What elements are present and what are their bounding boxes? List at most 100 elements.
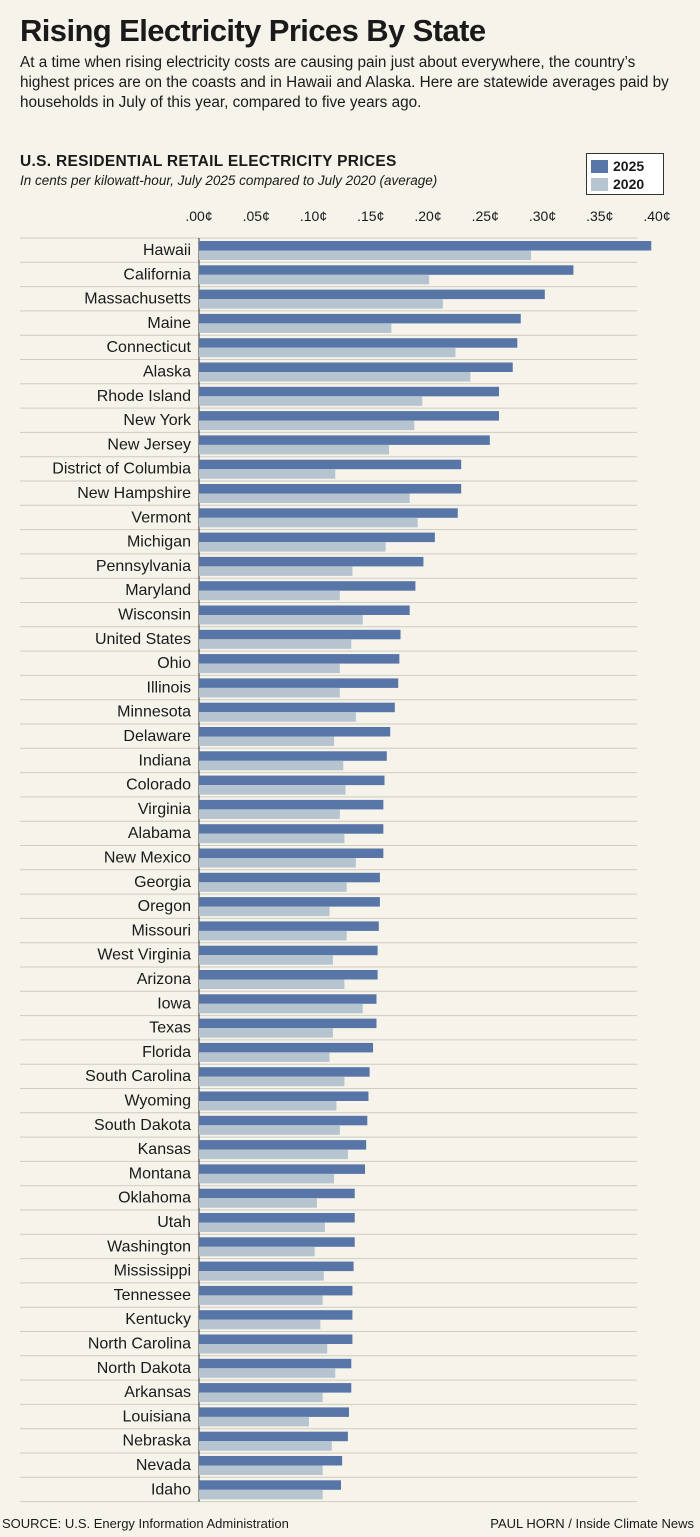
category-label: Pennsylvania — [96, 558, 191, 575]
bar-2020 — [199, 687, 340, 698]
category-label: Minnesota — [117, 704, 191, 721]
category-label: Connecticut — [107, 339, 192, 356]
bar-2025 — [199, 824, 384, 834]
bar-2020 — [199, 1295, 323, 1305]
bar-2020 — [199, 1003, 363, 1014]
bar-2025 — [199, 897, 380, 907]
bar-2025 — [199, 411, 499, 421]
category-label: Kentucky — [125, 1311, 191, 1328]
source-note: SOURCE: U.S. Energy Information Administ… — [2, 1516, 289, 1531]
bar-2025 — [199, 751, 387, 761]
x-tick-label: .20¢ — [414, 208, 441, 224]
bar-2025 — [199, 921, 379, 931]
category-label: New Mexico — [104, 850, 191, 867]
legend-swatch-2025 — [591, 159, 608, 173]
category-label: West Virginia — [97, 947, 191, 964]
bar-2020 — [199, 1441, 332, 1451]
bar-2020 — [199, 955, 333, 965]
category-label: Oklahoma — [118, 1190, 191, 1207]
x-tick-label: .25¢ — [472, 208, 499, 224]
bar-2025 — [199, 1042, 374, 1053]
category-label: Maine — [147, 315, 191, 332]
page-title: Rising Electricity Prices By State — [20, 13, 486, 48]
bar-2020 — [199, 566, 353, 576]
bar-2025 — [199, 1310, 353, 1320]
category-label: New York — [123, 412, 192, 429]
bar-2025 — [199, 532, 435, 543]
category-label: Wyoming — [124, 1093, 191, 1110]
bar-chart: .00¢ .05¢ .10¢ .15¢ .20¢ .25¢ .30¢ .35¢ .40¢ Hawa… — [20, 208, 671, 1503]
category-label: Colorado — [126, 777, 191, 794]
category-label: Michigan — [127, 534, 191, 551]
legend-item-2025: 2025 — [591, 157, 659, 175]
bar-2025 — [199, 1480, 341, 1490]
bar-2025 — [199, 678, 399, 688]
legend-label-2020: 2020 — [613, 176, 645, 192]
bar-2025 — [199, 1261, 354, 1272]
category-label: Iowa — [157, 995, 191, 1012]
bar-2025 — [199, 945, 378, 956]
bar-2020 — [199, 590, 340, 601]
bar-2020 — [199, 809, 340, 819]
bar-2020 — [199, 785, 346, 795]
x-tick-label: .35¢ — [586, 208, 613, 224]
category-label: Alaska — [143, 364, 191, 381]
bar-2020 — [199, 858, 356, 868]
bar-2025 — [199, 872, 380, 883]
bar-2020 — [199, 1465, 323, 1475]
bar-2020 — [199, 1173, 335, 1184]
bar-2020 — [199, 663, 340, 674]
intro-text: At a time when rising electricity costs … — [20, 54, 669, 111]
bar-2025 — [199, 1091, 369, 1101]
category-label: Arizona — [137, 971, 191, 988]
bar-2025 — [199, 702, 395, 713]
x-tick-label: .10¢ — [300, 208, 327, 224]
x-tick-label: .30¢ — [529, 208, 556, 224]
category-label: South Dakota — [94, 1117, 191, 1134]
category-label: California — [123, 266, 191, 283]
bar-2020 — [199, 615, 363, 625]
bar-2020 — [199, 396, 423, 406]
category-label: Maryland — [125, 582, 191, 599]
category-label: Oregon — [138, 898, 191, 915]
bar-2025 — [199, 1213, 355, 1223]
category-label: New Hampshire — [77, 485, 191, 502]
bar-2025 — [199, 1285, 353, 1296]
bar-2020 — [199, 639, 352, 649]
category-label: Massachusetts — [84, 291, 191, 308]
bar-2025 — [199, 508, 458, 518]
category-label: United States — [95, 631, 191, 648]
bar-2020 — [199, 906, 330, 917]
bar-2020 — [199, 250, 532, 260]
category-label: District of Columbia — [52, 461, 191, 478]
bar-2025 — [199, 727, 391, 737]
bar-2025 — [199, 605, 410, 615]
category-label: Washington — [107, 1238, 191, 1255]
legend-swatch-2020 — [591, 177, 608, 191]
bar-2025 — [199, 581, 416, 591]
legend-label-2025: 2025 — [613, 158, 645, 174]
chart-title: U.S. RESIDENTIAL RETAIL ELECTRICITY PRIC… — [20, 153, 397, 170]
bar-2025 — [199, 386, 499, 397]
bar-2020 — [199, 736, 335, 746]
bar-2025 — [199, 1383, 352, 1393]
bar-2020 — [199, 712, 356, 722]
x-tick-label: .00¢ — [185, 208, 212, 224]
bar-2025 — [199, 1164, 366, 1174]
category-label: Tennessee — [114, 1287, 191, 1304]
bar-2025 — [199, 1140, 367, 1150]
bar-2020 — [199, 420, 415, 431]
category-label: Nebraska — [123, 1433, 192, 1450]
bar-2020 — [199, 930, 347, 941]
bar-2020 — [199, 347, 456, 358]
bar-2025 — [199, 1188, 355, 1199]
bar-2020 — [199, 1028, 333, 1038]
bar-2025 — [199, 338, 518, 348]
category-label: Louisiana — [123, 1408, 192, 1425]
bar-2020 — [199, 517, 418, 528]
bar-2020 — [199, 1076, 345, 1087]
bar-2025 — [199, 459, 462, 470]
bar-2020 — [199, 1246, 315, 1257]
x-tick-label: .05¢ — [243, 208, 270, 224]
bar-2020 — [199, 1101, 337, 1111]
